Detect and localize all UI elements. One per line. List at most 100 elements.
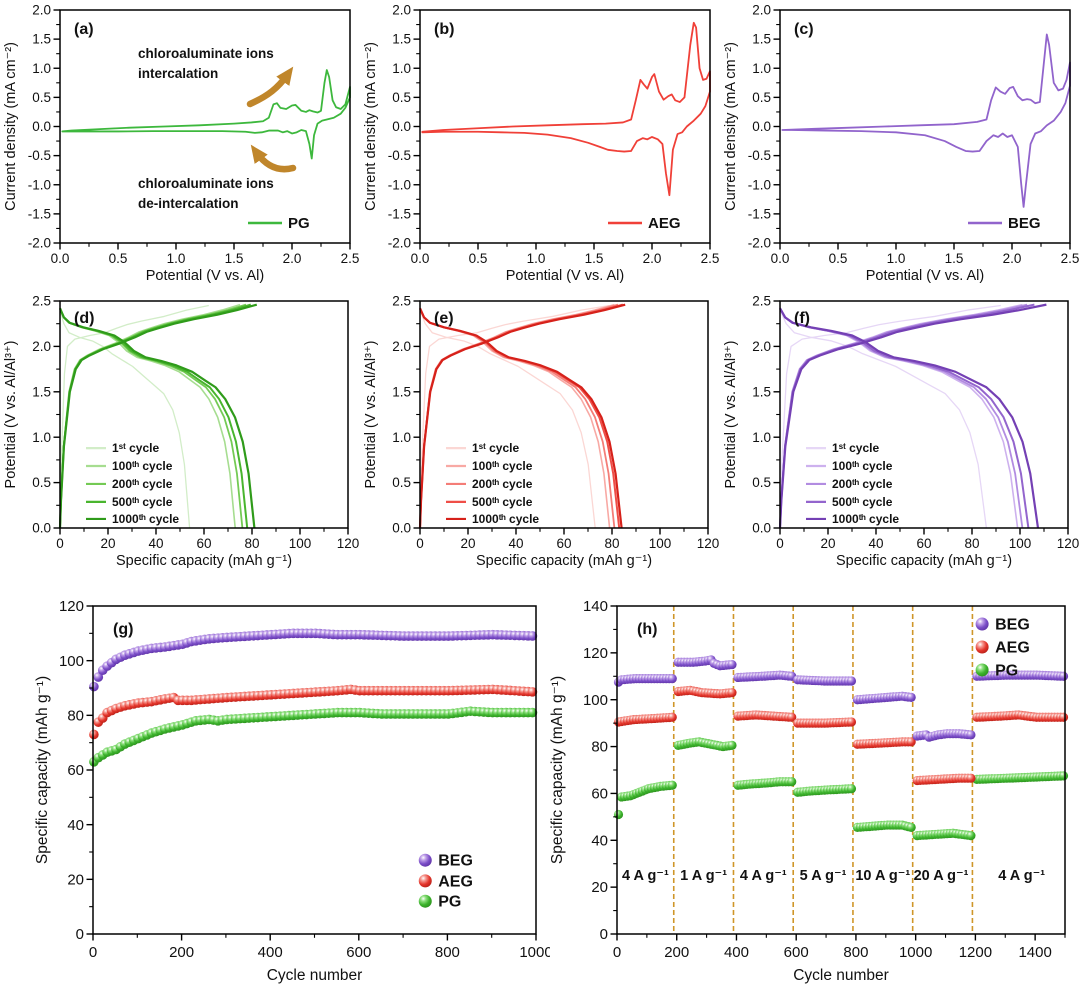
x-tick-label: 120 <box>1057 536 1080 551</box>
legend-ball <box>418 853 432 867</box>
panel-h: 4 A g⁻¹ 1 A g⁻¹ 4 A g⁻¹ 5 A g⁻¹ 10 A g⁻¹ 20 A… <box>549 598 1069 984</box>
panel-a: chloroaluminate ions intercalation chloroa… <box>3 3 359 284</box>
y-tick-label: 2.5 <box>392 294 411 309</box>
legend-ball <box>975 663 989 677</box>
legend-label: BEG <box>995 617 1030 634</box>
legend-label: 500ᵗʰ cycle <box>832 495 893 509</box>
x-tick-label: 0 <box>416 536 424 551</box>
plot-frame <box>59 300 349 529</box>
y-tick-label: 0.5 <box>392 475 411 490</box>
x-tick-label: 2.0 <box>283 251 302 266</box>
plot-frame <box>779 9 1071 244</box>
x-tick-label: 1.0 <box>527 251 546 266</box>
annotation-text: chloroaluminate ions <box>138 46 274 61</box>
legend-label: 200ᵗʰ cycle <box>112 477 173 491</box>
y-tick-label: 2.0 <box>392 339 411 354</box>
legend-label: AEG <box>438 873 473 890</box>
cv-curve-BEG <box>781 33 1071 208</box>
x-tick-label: 1000 <box>519 944 550 961</box>
discharge-curve-d-0 <box>59 309 191 529</box>
x-tick-label: 2.0 <box>643 251 662 266</box>
panel-e: 0 20 40 60 80 100 120 0.0 0.5 1.0 1.5 2.0 2.5 Specifi… <box>363 294 719 569</box>
y-tick-label: 2.5 <box>32 294 51 309</box>
discharge-curve-d-4 <box>58 307 256 529</box>
y-tick-label: 2.0 <box>752 339 771 354</box>
x-axis-title: Potential (V vs. Al) <box>866 268 984 284</box>
x-tick-label: 0 <box>56 536 64 551</box>
y-tick-label: 2.0 <box>32 3 51 18</box>
y-axis-title: Potential (V vs. Al/Al³⁺) <box>3 341 19 489</box>
y-axis-title: Specific capacity (mAh g⁻¹) <box>549 676 566 864</box>
y-tick-label: 0.0 <box>752 119 771 134</box>
y-tick-label: 1.0 <box>32 61 51 76</box>
x-tick-label: 40 <box>508 536 523 551</box>
rate-label: 4 A g⁻¹ <box>740 868 787 884</box>
data-point-PG <box>613 809 624 820</box>
data-point-PG <box>966 831 976 841</box>
data-point-AEG <box>966 773 976 783</box>
x-tick-label: 60 <box>556 536 571 551</box>
annotation-text: de-intercalation <box>138 196 239 211</box>
y-tick-label: 1.5 <box>392 384 411 399</box>
x-tick-label: 100 <box>649 536 672 551</box>
rate-label: 5 A g⁻¹ <box>800 868 847 884</box>
x-tick-label: 800 <box>435 944 460 961</box>
x-tick-label: 2.0 <box>1003 251 1022 266</box>
data-point-AEG <box>1058 712 1069 722</box>
legend-label: 1ˢᵗ cycle <box>832 441 879 455</box>
data-point-BEG <box>1058 671 1069 681</box>
y-axis-title: Specific capacity (mAh g⁻¹) <box>34 676 51 864</box>
rate-label: 10 A g⁻¹ <box>855 868 910 884</box>
x-tick-label: 0.5 <box>469 251 488 266</box>
y-tick-label: 80 <box>591 739 608 756</box>
x-axis-title: Cycle number <box>267 967 363 984</box>
discharge-curve-f-0 <box>779 309 988 529</box>
rate-label: 20 A g⁻¹ <box>914 868 969 884</box>
legend-label: 100ᵗʰ cycle <box>832 459 893 473</box>
y-tick-label: -0.5 <box>388 148 411 163</box>
panel-letter: (h) <box>637 621 657 638</box>
y-tick-label: 1.0 <box>752 430 771 445</box>
charge-curve-e-0 <box>419 304 610 529</box>
x-tick-label: 400 <box>258 944 283 961</box>
y-tick-label: 0.0 <box>392 119 411 134</box>
panel-letter: (b) <box>434 21 454 38</box>
legend-label: 1000ᵗʰ cycle <box>832 512 899 526</box>
y-tick-label: 1.5 <box>32 32 51 47</box>
data-point-PG <box>846 784 857 794</box>
y-tick-label: -1.0 <box>28 177 51 192</box>
panel-g: 0 200 400 600 800 1000 0 20 40 60 80 100 120 Cycle nu… <box>34 598 550 984</box>
panel-letter: (a) <box>74 21 94 38</box>
discharge-curve-f-3 <box>779 307 1030 529</box>
y-tick-label: 1.5 <box>32 384 51 399</box>
y-axis-title: Current density (mA cm⁻²) <box>3 42 19 211</box>
x-tick-label: 40 <box>148 536 163 551</box>
x-tick-label: 0 <box>89 944 97 961</box>
y-tick-label: 1.0 <box>752 61 771 76</box>
legend-label: 100ᵗʰ cycle <box>112 459 173 473</box>
data-point-BEG <box>906 692 916 702</box>
legend-label: PG <box>995 662 1018 679</box>
y-tick-label: 120 <box>59 598 84 615</box>
legend-label: 1000ᵗʰ cycle <box>472 512 539 526</box>
data-point-PG <box>1058 771 1069 781</box>
data-point-PG <box>787 777 797 787</box>
x-tick-label: 0.5 <box>109 251 128 266</box>
data-point-AEG <box>846 717 857 727</box>
annotation-text: intercalation <box>138 66 218 81</box>
y-axis-title: Potential (V vs. Al/Al³⁺) <box>363 341 379 489</box>
panel-c: 0.0 0.5 1.0 1.5 2.0 2.5 -2.0 -1.5 -1.0 -0.5 0.0 0.5… <box>723 3 1079 284</box>
y-tick-label: 0.5 <box>392 90 411 105</box>
legend-ball <box>418 874 432 888</box>
y-tick-label: 1.0 <box>32 430 51 445</box>
legend-label: 1ˢᵗ cycle <box>472 441 519 455</box>
y-tick-label: 20 <box>67 871 84 888</box>
annotation-arrow <box>246 66 294 108</box>
data-point-PG <box>906 822 916 832</box>
y-tick-label: -0.5 <box>748 148 771 163</box>
data-point-BEG <box>527 631 538 641</box>
charge-curve-f-4 <box>778 303 1047 529</box>
panel-letter: (f) <box>794 310 810 327</box>
x-tick-label: 400 <box>724 944 749 961</box>
x-axis-title: Potential (V vs. Al) <box>506 268 624 284</box>
